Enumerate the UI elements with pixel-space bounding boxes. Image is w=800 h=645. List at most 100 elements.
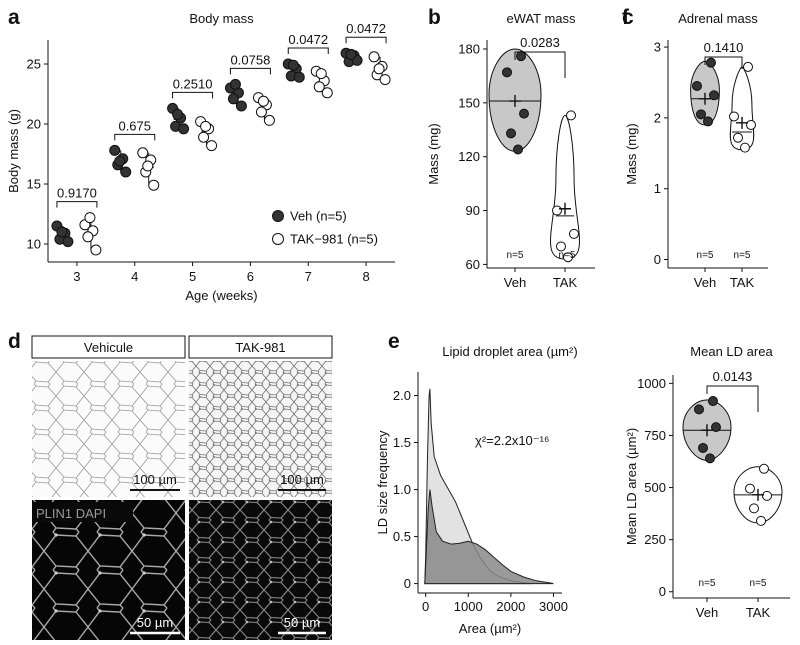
data-point bbox=[315, 68, 327, 80]
data-point bbox=[148, 179, 160, 191]
x-tick-label: 6 bbox=[247, 269, 254, 284]
data-point bbox=[502, 67, 512, 78]
panel-label-c: c bbox=[622, 6, 634, 29]
data-point bbox=[566, 110, 576, 121]
data-point bbox=[178, 123, 190, 135]
p-value-label: 0.0472 bbox=[346, 21, 386, 36]
data-point bbox=[711, 422, 721, 433]
mean-cross bbox=[752, 488, 764, 501]
panel-label-b: b bbox=[428, 6, 441, 29]
n-label: n=5 bbox=[559, 250, 576, 261]
data-point bbox=[759, 463, 769, 474]
stain-label-bg bbox=[33, 502, 133, 522]
significance-bracket bbox=[114, 133, 156, 141]
y-tick-label: 0 bbox=[659, 584, 666, 599]
chart-title: Body mass bbox=[189, 11, 254, 26]
legend-tak-label: TAK−981 (n=5) bbox=[290, 232, 378, 247]
chart-title: Adrenal mass bbox=[678, 11, 758, 26]
significance-bracket bbox=[514, 51, 566, 78]
data-point bbox=[293, 71, 305, 83]
data-point bbox=[172, 108, 184, 120]
y-tick-label: 3 bbox=[654, 40, 661, 55]
panel-label-d: d bbox=[8, 330, 21, 353]
x-tick-label: TAK bbox=[553, 275, 578, 290]
data-point bbox=[82, 231, 94, 243]
p-value-label: 0.0143 bbox=[713, 369, 753, 384]
chi-square-annotation: χ²=2.2x10⁻¹⁶ bbox=[475, 433, 549, 448]
data-point bbox=[703, 116, 713, 127]
significance-bracket bbox=[345, 36, 387, 44]
x-tick-label: 3 bbox=[73, 269, 80, 284]
n-label: n=5 bbox=[697, 250, 714, 261]
y-tick-label: 0.5 bbox=[393, 529, 411, 544]
y-tick-label: 1 bbox=[654, 181, 661, 196]
y-tick-label: 60 bbox=[466, 257, 480, 272]
data-point bbox=[745, 483, 755, 494]
data-point bbox=[519, 108, 529, 119]
micrograph-vehicule-plin1 bbox=[32, 500, 185, 640]
data-point bbox=[506, 128, 516, 139]
data-point bbox=[705, 453, 715, 464]
data-point bbox=[198, 131, 210, 143]
y-axis-label: LD size frequency bbox=[375, 430, 390, 535]
micrograph-tak-plin1 bbox=[189, 500, 332, 640]
p-value-label: 0.9170 bbox=[57, 186, 97, 201]
data-point bbox=[227, 93, 239, 105]
chart-title: Mean LD area bbox=[690, 344, 773, 359]
y-tick-label: 20 bbox=[27, 117, 41, 132]
data-point bbox=[709, 90, 719, 101]
scale-label: 100 µm bbox=[280, 472, 324, 487]
p-value-label: 0.1410 bbox=[704, 40, 744, 55]
x-tick-label: TAK bbox=[730, 275, 755, 290]
n-label: n=5 bbox=[699, 578, 716, 589]
data-point bbox=[749, 503, 759, 514]
y-tick-label: 150 bbox=[458, 95, 480, 110]
data-point bbox=[743, 61, 753, 72]
column-header-box bbox=[188, 335, 333, 359]
y-tick-label: 250 bbox=[644, 532, 666, 547]
panel-label-a: a bbox=[8, 6, 20, 29]
mean-cross bbox=[559, 202, 571, 215]
x-tick-label: 3000 bbox=[539, 599, 568, 614]
data-point bbox=[142, 160, 154, 172]
x-tick-label: 8 bbox=[362, 269, 369, 284]
mean-cross bbox=[509, 95, 521, 108]
x-tick-label: Veh bbox=[696, 605, 718, 620]
significance-bracket bbox=[704, 56, 743, 69]
y-tick-label: 15 bbox=[27, 177, 41, 192]
x-tick-label: 4 bbox=[131, 269, 138, 284]
data-point bbox=[109, 144, 121, 156]
n-label: n=5 bbox=[750, 578, 767, 589]
n-label: n=5 bbox=[734, 250, 751, 261]
data-point bbox=[368, 51, 380, 63]
data-point bbox=[373, 63, 385, 75]
scale-label: 50 µm bbox=[284, 615, 320, 630]
x-axis-label: Area (µm²) bbox=[459, 621, 521, 636]
data-point bbox=[200, 120, 212, 132]
data-point bbox=[698, 442, 708, 453]
data-point bbox=[313, 81, 325, 93]
data-point bbox=[563, 252, 573, 263]
column-header: Vehicule bbox=[84, 340, 133, 355]
significance-bracket bbox=[172, 91, 214, 99]
mean-cross bbox=[699, 92, 711, 105]
scale-label: 100 µm bbox=[133, 472, 177, 487]
data-point bbox=[696, 109, 706, 120]
data-point bbox=[255, 106, 267, 118]
data-point bbox=[762, 490, 772, 501]
data-point bbox=[706, 57, 716, 68]
data-point bbox=[84, 212, 96, 224]
stain-label: PLIN1 DAPI bbox=[36, 506, 106, 521]
density-area-tak bbox=[424, 489, 554, 585]
data-point bbox=[287, 59, 299, 71]
y-axis-label: Mass (mg) bbox=[426, 123, 441, 184]
mean-cross bbox=[736, 116, 748, 129]
data-point bbox=[90, 244, 102, 256]
y-tick-label: 25 bbox=[27, 57, 41, 72]
data-point bbox=[733, 132, 743, 143]
data-point bbox=[516, 51, 526, 62]
y-axis-label: Body mass (g) bbox=[6, 109, 21, 193]
p-value-label: 0.2510 bbox=[173, 76, 213, 91]
p-value-label: 0.0283 bbox=[520, 35, 560, 50]
data-point bbox=[229, 78, 241, 90]
